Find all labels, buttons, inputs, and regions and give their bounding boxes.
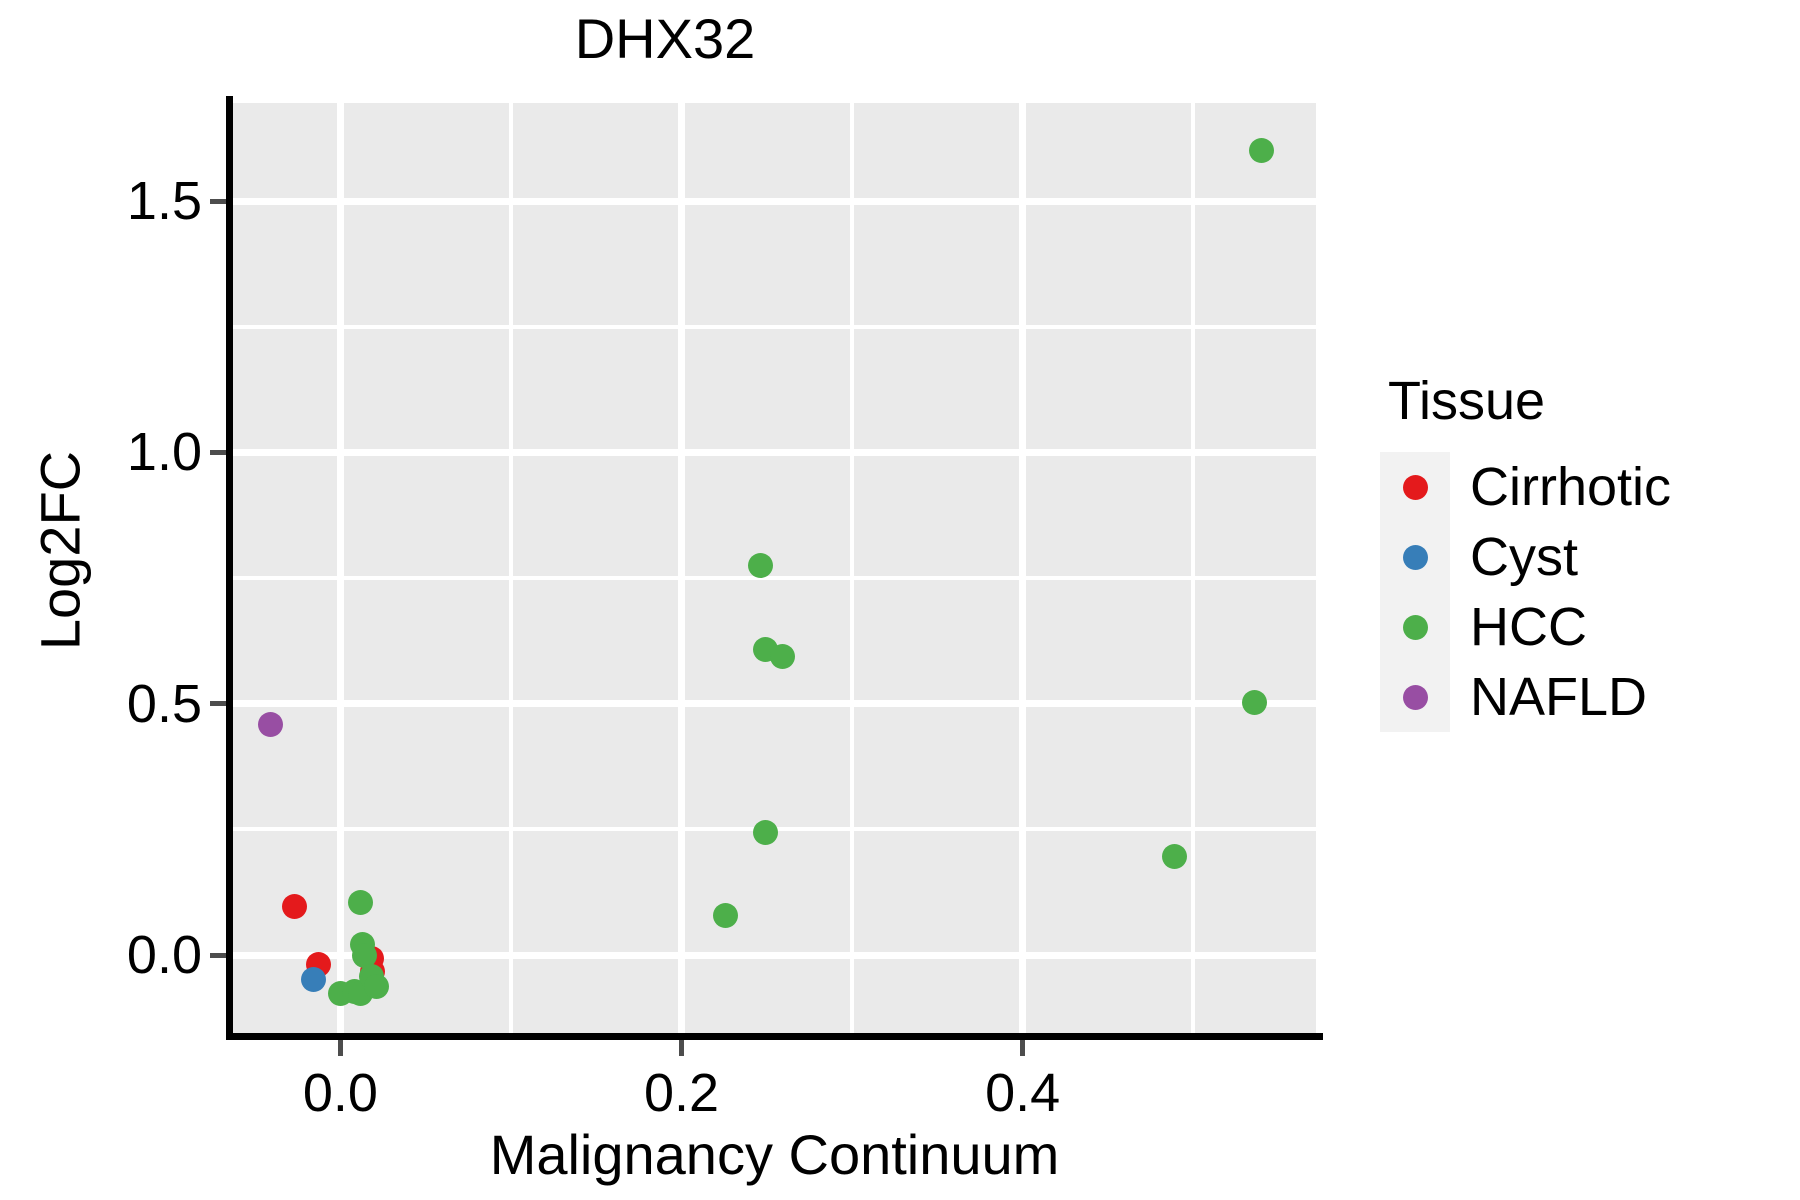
legend-key bbox=[1380, 522, 1450, 592]
legend-swatch-circle-icon bbox=[1402, 614, 1428, 640]
y-axis-tick-label: 1.5 bbox=[126, 171, 202, 232]
gridline-major-vertical bbox=[336, 103, 344, 1033]
legend: Tissue Cirrhotic Cyst HCC NAFLD bbox=[1380, 370, 1780, 732]
gridline-major-vertical bbox=[1019, 103, 1027, 1033]
gridline-minor-horizontal bbox=[233, 576, 1316, 581]
data-point bbox=[1248, 138, 1274, 164]
legend-title: Tissue bbox=[1388, 371, 1546, 431]
data-point bbox=[1161, 843, 1187, 869]
gridline-major-vertical bbox=[678, 103, 686, 1033]
legend-item-label: NAFLD bbox=[1470, 667, 1648, 727]
data-point bbox=[351, 943, 377, 969]
x-axis-line bbox=[226, 1033, 1323, 1040]
y-axis-tick bbox=[210, 449, 226, 455]
data-point bbox=[769, 643, 795, 669]
legend-item-cirrhotic[interactable]: Cirrhotic bbox=[1380, 452, 1780, 522]
x-axis-tick bbox=[1020, 1040, 1026, 1056]
data-point bbox=[713, 902, 739, 928]
data-point bbox=[258, 712, 284, 738]
legend-item-label: Cirrhotic bbox=[1470, 457, 1672, 517]
x-axis-tick-label: 0.4 bbox=[985, 1063, 1061, 1123]
legend-item-hcc[interactable]: HCC bbox=[1380, 592, 1780, 662]
legend-key bbox=[1380, 662, 1450, 732]
x-axis-tick bbox=[679, 1040, 685, 1056]
y-axis-tick bbox=[210, 701, 226, 707]
legend-key bbox=[1380, 592, 1450, 662]
data-point bbox=[1242, 689, 1268, 715]
legend-item-label: HCC bbox=[1470, 597, 1587, 657]
legend-item-nafld[interactable]: NAFLD bbox=[1380, 662, 1780, 732]
data-point bbox=[363, 974, 389, 1000]
y-axis-tick bbox=[210, 198, 226, 204]
data-point bbox=[348, 890, 374, 916]
x-axis-tick-label: 0.2 bbox=[644, 1063, 720, 1123]
x-axis-tick bbox=[337, 1040, 343, 1056]
legend-item-cyst[interactable]: Cyst bbox=[1380, 522, 1780, 592]
legend-item-label: Cyst bbox=[1470, 527, 1578, 587]
y-axis-tick-label: 0.5 bbox=[126, 673, 202, 734]
page-title: DHX32 bbox=[574, 7, 756, 70]
legend-swatch-circle-icon bbox=[1402, 684, 1428, 710]
gridline-major-horizontal bbox=[233, 951, 1316, 959]
y-axis-tick-label: 0.0 bbox=[126, 925, 202, 986]
gridline-minor-vertical bbox=[1191, 103, 1196, 1033]
data-point bbox=[300, 966, 326, 992]
y-axis-label: Log2FC bbox=[28, 450, 92, 651]
plot-panel bbox=[233, 103, 1316, 1033]
legend-swatch-circle-icon bbox=[1402, 544, 1428, 570]
data-point bbox=[752, 820, 778, 846]
gridline-minor-vertical bbox=[508, 103, 513, 1033]
x-axis-label: Malignancy Continuum bbox=[489, 1123, 1060, 1186]
legend-swatch-circle-icon bbox=[1402, 474, 1428, 500]
x-axis-tick-label: 0.0 bbox=[302, 1063, 378, 1123]
data-point bbox=[747, 553, 773, 579]
y-axis-tick bbox=[210, 952, 226, 958]
gridline-minor-horizontal bbox=[233, 324, 1316, 329]
legend-items: Cirrhotic Cyst HCC NAFLD bbox=[1380, 452, 1780, 732]
gridline-minor-vertical bbox=[850, 103, 855, 1033]
gridline-major-horizontal bbox=[233, 448, 1316, 456]
legend-key bbox=[1380, 452, 1450, 522]
y-axis-tick-label: 1.0 bbox=[126, 422, 202, 483]
gridline-major-horizontal bbox=[233, 700, 1316, 708]
data-point bbox=[281, 893, 307, 919]
y-axis-line bbox=[226, 96, 233, 1040]
gridline-major-horizontal bbox=[233, 197, 1316, 205]
